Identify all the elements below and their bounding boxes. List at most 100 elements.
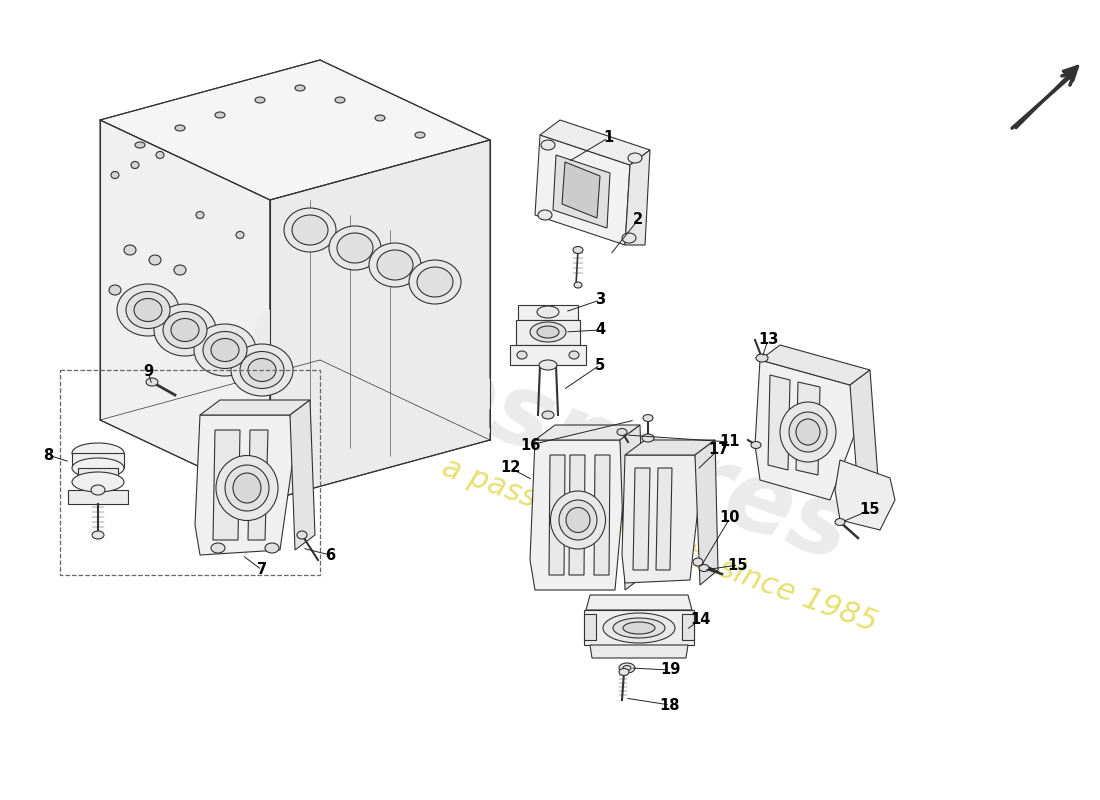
- Text: 12: 12: [499, 461, 520, 475]
- Ellipse shape: [417, 267, 453, 297]
- Ellipse shape: [295, 85, 305, 91]
- Polygon shape: [796, 382, 820, 475]
- Ellipse shape: [550, 491, 605, 549]
- Ellipse shape: [619, 669, 629, 675]
- Ellipse shape: [196, 211, 204, 218]
- Ellipse shape: [91, 485, 104, 495]
- Ellipse shape: [240, 351, 284, 389]
- Ellipse shape: [623, 622, 654, 634]
- Text: 14: 14: [690, 613, 711, 627]
- Ellipse shape: [517, 351, 527, 359]
- Ellipse shape: [623, 666, 631, 670]
- Ellipse shape: [756, 354, 768, 362]
- Ellipse shape: [539, 360, 557, 370]
- Polygon shape: [535, 135, 630, 245]
- Polygon shape: [78, 468, 118, 482]
- Ellipse shape: [329, 226, 381, 270]
- Polygon shape: [100, 60, 490, 200]
- Ellipse shape: [541, 140, 556, 150]
- Ellipse shape: [111, 171, 119, 178]
- Ellipse shape: [204, 331, 248, 369]
- Polygon shape: [586, 595, 692, 610]
- Polygon shape: [755, 360, 860, 500]
- Ellipse shape: [131, 162, 139, 169]
- Ellipse shape: [174, 265, 186, 275]
- Polygon shape: [584, 614, 596, 640]
- Ellipse shape: [135, 142, 145, 148]
- Text: 1: 1: [603, 130, 613, 146]
- Polygon shape: [535, 425, 640, 440]
- Ellipse shape: [284, 208, 336, 252]
- Ellipse shape: [175, 125, 185, 131]
- Ellipse shape: [236, 231, 244, 238]
- Polygon shape: [68, 490, 128, 504]
- Text: eurospares: eurospares: [236, 276, 864, 584]
- Ellipse shape: [537, 326, 559, 338]
- Polygon shape: [590, 645, 688, 658]
- Ellipse shape: [569, 351, 579, 359]
- Polygon shape: [632, 468, 650, 570]
- Ellipse shape: [619, 663, 635, 673]
- Ellipse shape: [255, 97, 265, 103]
- Polygon shape: [682, 614, 694, 640]
- Ellipse shape: [297, 531, 307, 539]
- Text: 10: 10: [719, 510, 740, 526]
- Ellipse shape: [226, 465, 270, 511]
- Ellipse shape: [780, 402, 836, 462]
- Text: 6: 6: [324, 547, 336, 562]
- Ellipse shape: [603, 613, 675, 643]
- Text: 2: 2: [632, 213, 644, 227]
- Polygon shape: [768, 375, 790, 470]
- Ellipse shape: [542, 411, 554, 419]
- Text: 15: 15: [728, 558, 748, 573]
- Ellipse shape: [146, 378, 158, 386]
- Polygon shape: [195, 415, 295, 555]
- Ellipse shape: [134, 298, 162, 322]
- Ellipse shape: [231, 344, 293, 396]
- Ellipse shape: [248, 358, 276, 382]
- Text: 7: 7: [257, 562, 267, 578]
- Ellipse shape: [233, 473, 261, 503]
- Polygon shape: [569, 455, 585, 575]
- Text: 3: 3: [595, 293, 605, 307]
- Ellipse shape: [375, 115, 385, 121]
- Ellipse shape: [559, 500, 597, 540]
- Text: 13: 13: [758, 333, 778, 347]
- Ellipse shape: [835, 518, 845, 526]
- Ellipse shape: [642, 434, 654, 442]
- Polygon shape: [621, 455, 700, 583]
- Ellipse shape: [72, 458, 124, 478]
- Ellipse shape: [126, 291, 170, 329]
- Ellipse shape: [368, 243, 421, 287]
- Ellipse shape: [574, 282, 582, 288]
- Ellipse shape: [211, 543, 226, 553]
- Polygon shape: [213, 430, 240, 540]
- Ellipse shape: [789, 412, 827, 452]
- Ellipse shape: [573, 246, 583, 254]
- Ellipse shape: [415, 132, 425, 138]
- Text: 17: 17: [707, 442, 728, 458]
- Ellipse shape: [796, 419, 820, 445]
- Polygon shape: [530, 440, 625, 590]
- Ellipse shape: [628, 153, 642, 163]
- Text: 19: 19: [660, 662, 680, 678]
- Ellipse shape: [566, 507, 590, 533]
- Text: 4: 4: [595, 322, 605, 338]
- Ellipse shape: [409, 260, 461, 304]
- Polygon shape: [760, 345, 870, 385]
- Ellipse shape: [613, 618, 666, 638]
- Ellipse shape: [72, 443, 124, 463]
- Ellipse shape: [211, 338, 239, 362]
- Ellipse shape: [216, 455, 278, 521]
- Ellipse shape: [537, 306, 559, 318]
- Ellipse shape: [117, 284, 179, 336]
- Ellipse shape: [538, 210, 552, 220]
- Ellipse shape: [265, 543, 279, 553]
- Text: 15: 15: [860, 502, 880, 518]
- Ellipse shape: [124, 245, 136, 255]
- Text: 11: 11: [719, 434, 740, 450]
- Polygon shape: [594, 455, 610, 575]
- Polygon shape: [553, 155, 610, 228]
- Text: 5: 5: [595, 358, 605, 373]
- Polygon shape: [200, 400, 310, 415]
